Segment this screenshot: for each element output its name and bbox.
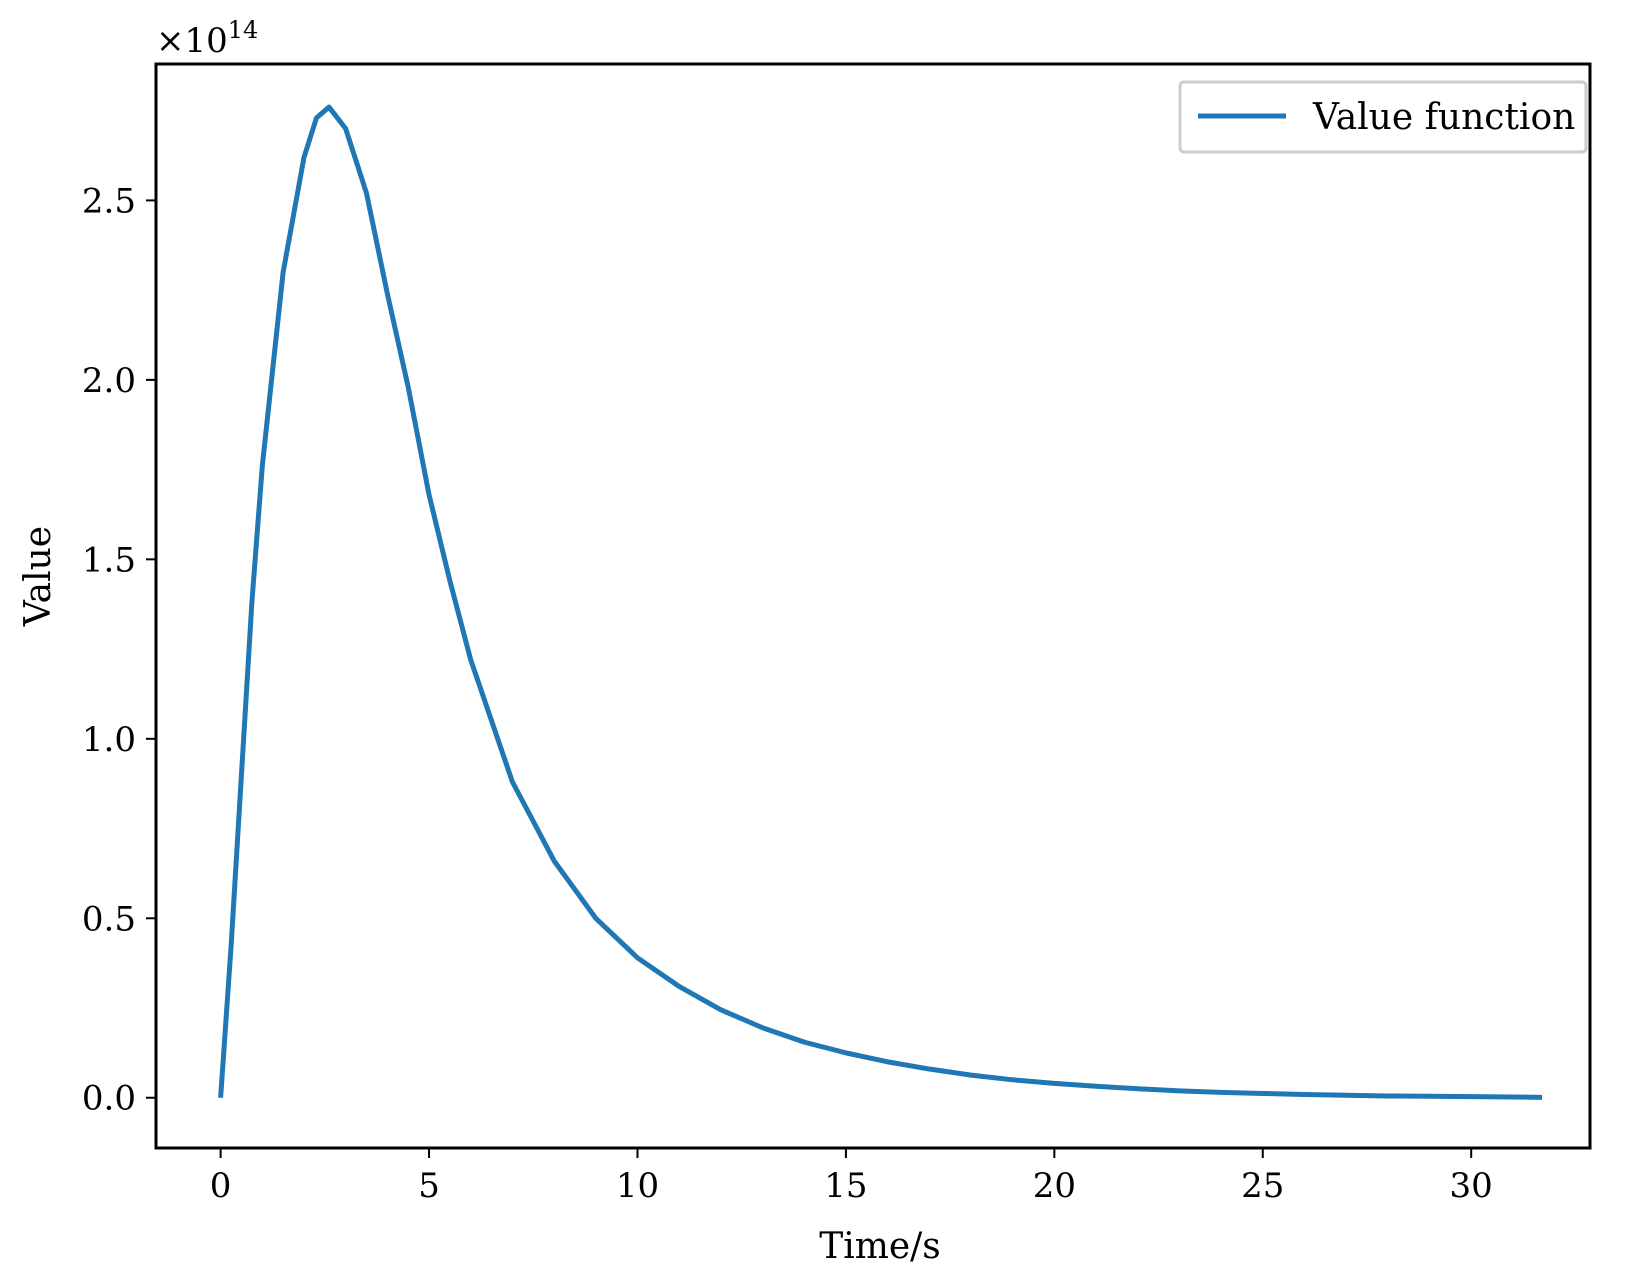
legend-box	[1178, 80, 1588, 154]
x-tick-label-4: 20	[1033, 1166, 1076, 1206]
series-line-0	[218, 104, 1543, 1100]
x-tick-label-3: 15	[824, 1166, 867, 1206]
y-tick-label-3: 1.5	[82, 540, 136, 580]
x-axis-label: Time/s	[819, 1226, 941, 1267]
axes-layer: 0 5 10 15 20 25 30 0.0 0.5 1.0 1.5 2.0 2.5	[82, 62, 1592, 1206]
x-tick-label-5: 25	[1241, 1166, 1284, 1206]
legend-label-value-function: Value function	[1312, 97, 1575, 138]
x-tick-label-6: 30	[1450, 1166, 1493, 1206]
legend: Value function	[1178, 80, 1588, 154]
x-tick-label-2: 10	[616, 1166, 659, 1206]
series-layer	[218, 104, 1543, 1100]
x-tick-label-0: 0	[210, 1166, 232, 1206]
y-tick-label-1: 0.5	[82, 899, 136, 939]
y-axis-label: Value	[18, 526, 59, 627]
x-tick-label-1: 5	[418, 1166, 440, 1206]
axes-frame	[154, 62, 1592, 1150]
y-tick-label-2: 1.0	[82, 720, 136, 760]
y-tick-label-5: 2.5	[82, 181, 136, 221]
y-tick-label-0: 0.0	[82, 1079, 136, 1119]
y-tick-label-4: 2.0	[82, 361, 136, 401]
y-axis-scale-label: ×1014	[156, 16, 258, 61]
